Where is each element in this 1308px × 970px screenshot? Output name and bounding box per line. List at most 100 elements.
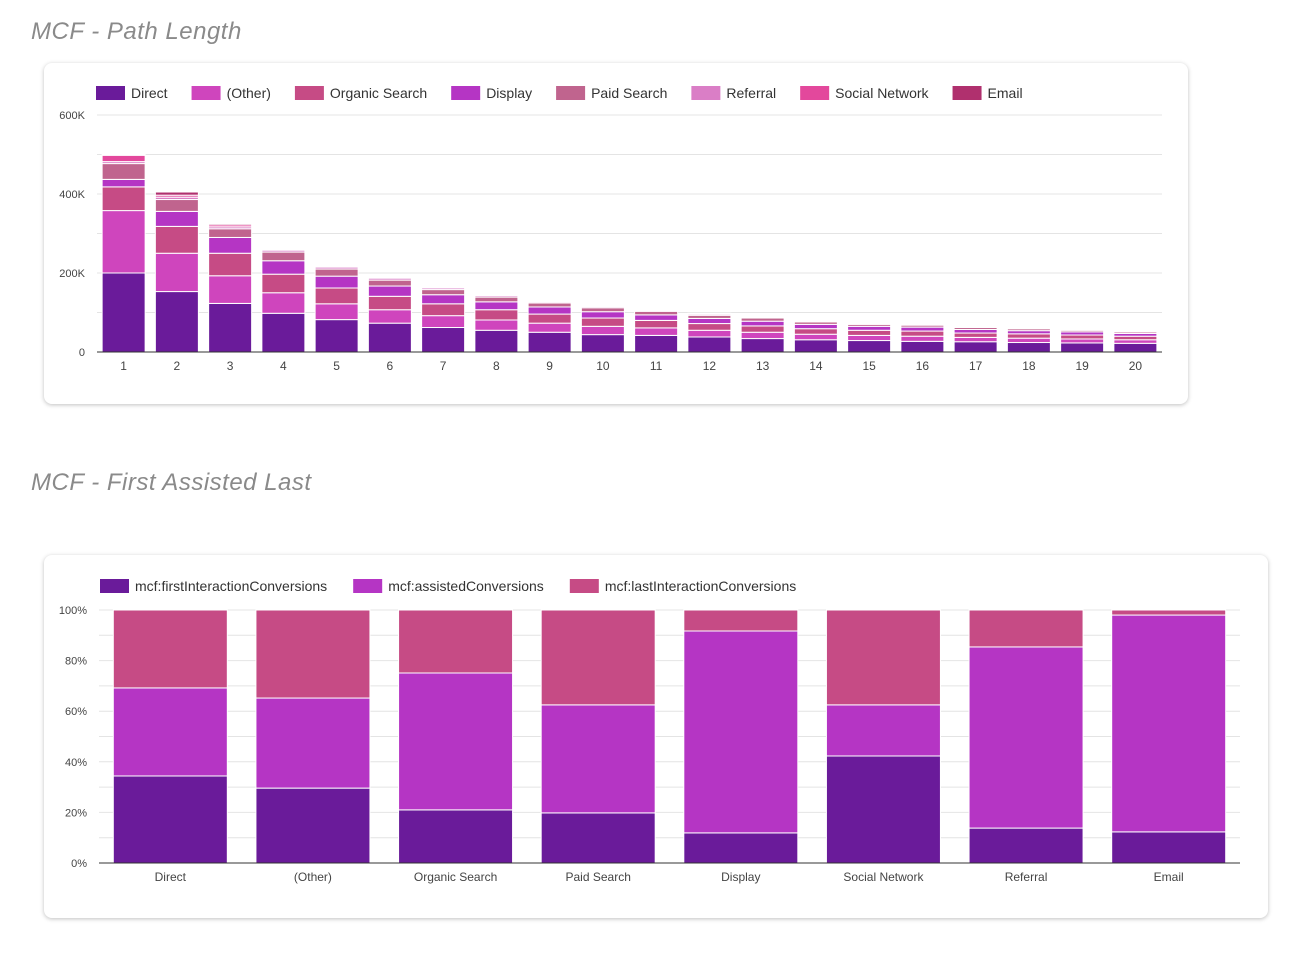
bar-segment — [634, 327, 679, 336]
bar-segment — [847, 325, 892, 331]
bar-segment — [261, 312, 306, 353]
x-tick-label: 5 — [333, 359, 340, 373]
bar-segment — [154, 199, 199, 212]
x-tick-label: 2 — [174, 359, 181, 373]
chart-title-path-length: MCF - Path Length — [31, 18, 242, 45]
legend-swatch — [569, 579, 599, 593]
bar-segment — [687, 329, 732, 338]
bar-segment — [527, 313, 572, 324]
bar-segment — [367, 285, 412, 297]
bar-segment — [953, 336, 998, 343]
legend-swatch — [353, 579, 383, 593]
x-tick-label: Social Network — [843, 870, 924, 884]
bar-segment — [1006, 333, 1051, 339]
bar-segment — [101, 154, 146, 156]
x-tick-label: Direct — [155, 870, 187, 884]
bar-segment — [793, 333, 838, 341]
bar-segment — [101, 272, 146, 353]
bar-segment — [112, 609, 228, 689]
y-tick-label: 20% — [65, 807, 87, 819]
bar-segment — [367, 295, 412, 311]
bar-segment — [527, 300, 572, 302]
bar-segment — [683, 630, 799, 834]
bar-segment — [1113, 342, 1158, 353]
bar-segment — [540, 704, 656, 814]
bar-segment — [154, 225, 199, 254]
x-tick-label: Display — [721, 870, 760, 884]
bar-segment — [421, 303, 466, 317]
bar-segment — [154, 210, 199, 227]
y-tick-label: 0% — [71, 858, 87, 870]
x-tick-label: 8 — [493, 359, 500, 373]
bar-segment — [683, 609, 799, 632]
bar-segment — [740, 320, 785, 327]
y-tick-label: 100% — [59, 605, 87, 617]
bar-segment — [314, 287, 359, 305]
legend-label: Paid Search — [591, 85, 667, 101]
bar-segment — [580, 325, 625, 336]
legend-swatch — [100, 579, 129, 593]
bar-segment — [101, 186, 146, 212]
bar-segment — [793, 319, 838, 322]
bar-segment — [208, 228, 253, 238]
bar-segment — [261, 260, 306, 275]
x-tick-label: 3 — [227, 359, 234, 373]
legend-label: Display — [486, 85, 532, 101]
bar-segment — [112, 775, 228, 864]
legend-swatch — [96, 86, 125, 100]
bar-segment — [261, 251, 306, 262]
legend-swatch — [800, 86, 830, 100]
bar-segment — [580, 307, 625, 313]
bar-segment — [1060, 328, 1105, 331]
bar-segment — [740, 331, 785, 340]
bar-segment — [1060, 338, 1105, 344]
bar-segment — [968, 646, 1084, 829]
bar-segment — [474, 309, 519, 321]
bar-segment — [112, 687, 228, 777]
bar-segment — [314, 303, 359, 321]
bar-segment — [953, 328, 998, 334]
bar-segment — [527, 331, 572, 353]
x-tick-label: 14 — [809, 359, 823, 373]
x-tick-label: (Other) — [294, 870, 332, 884]
legend-swatch — [556, 86, 586, 100]
x-tick-label: 13 — [756, 359, 770, 373]
bar-segment — [740, 325, 785, 333]
x-tick-label: 10 — [596, 359, 610, 373]
bar-segment — [154, 191, 199, 196]
bar-segment — [421, 327, 466, 353]
y-tick-label: 600K — [59, 110, 85, 122]
x-tick-label: Paid Search — [566, 870, 631, 884]
bar-segment — [900, 340, 945, 353]
x-tick-label: 19 — [1075, 359, 1089, 373]
bar-segment — [1060, 334, 1105, 340]
x-tick-label: Organic Search — [414, 870, 497, 884]
bar-segment — [367, 309, 412, 324]
bar-segment — [527, 322, 572, 333]
bar-segment — [580, 317, 625, 327]
bar-segment — [847, 322, 892, 325]
bar-segment — [540, 609, 656, 706]
x-tick-label: Referral — [1005, 870, 1048, 884]
x-tick-label: 1 — [120, 359, 127, 373]
bar-segment — [314, 319, 359, 353]
bar-segment — [847, 329, 892, 336]
y-tick-label: 0 — [79, 347, 85, 359]
legend-label: Organic Search — [330, 85, 427, 101]
bar-segment — [1113, 339, 1158, 344]
x-tick-label: 18 — [1022, 359, 1036, 373]
bar-segment — [255, 609, 371, 699]
y-tick-label: 60% — [65, 706, 87, 718]
legend-label: Social Network — [835, 85, 929, 101]
bar-segment — [261, 273, 306, 294]
bar-segment — [687, 323, 732, 331]
bar-segment — [1111, 831, 1227, 864]
bar-segment — [634, 314, 679, 321]
bar-segment — [634, 310, 679, 316]
bar-segment — [421, 289, 466, 296]
bar-segment — [847, 340, 892, 353]
bar-segment — [154, 291, 199, 353]
legend-label: Referral — [726, 85, 776, 101]
legend-swatch — [952, 86, 982, 100]
